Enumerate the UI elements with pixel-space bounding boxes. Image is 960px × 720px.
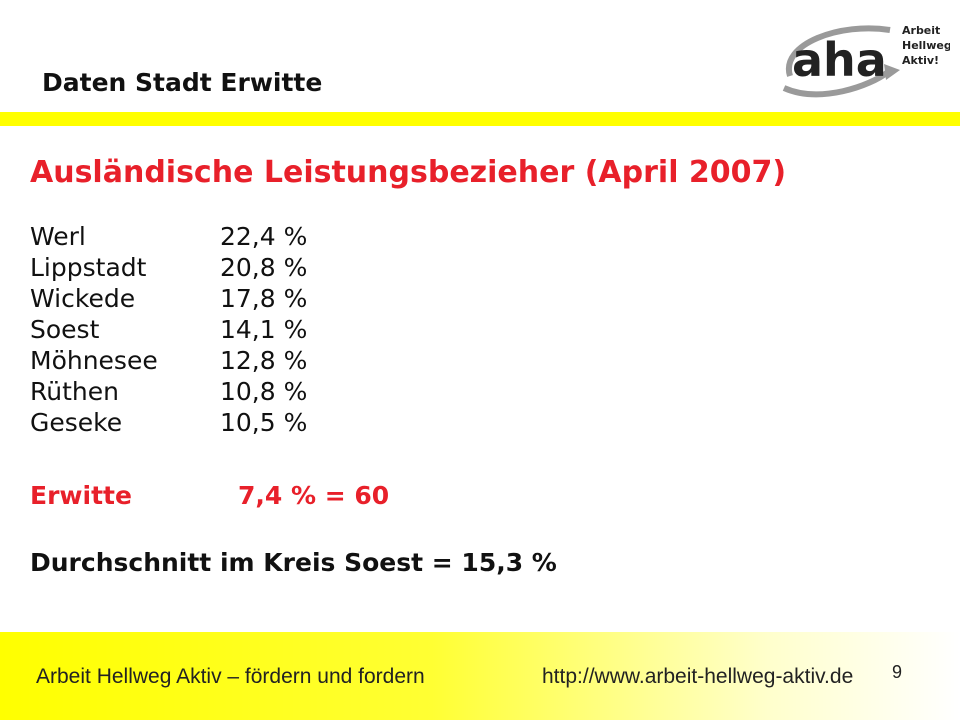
footer-url-link[interactable]: http://www.arbeit-hellweg-aktiv.de — [542, 665, 854, 688]
header-accent-bar — [0, 112, 960, 126]
city-value: 22,4 % — [220, 222, 308, 251]
logo-tagline-3: Aktiv! — [902, 54, 939, 67]
city-value: 10,5 % — [220, 408, 308, 437]
aha-logo-icon: aha Arbeit Hellweg Aktiv! — [782, 24, 950, 98]
average-statement: Durchschnitt im Kreis Soest = 15,3 % — [30, 548, 557, 577]
footer-bar — [0, 632, 960, 720]
logo-mark: aha — [792, 33, 887, 87]
page-number: 9 — [892, 662, 903, 682]
city-value: 20,8 % — [220, 253, 308, 282]
highlight-city: Erwitte — [30, 481, 132, 510]
city-name: Wickede — [30, 284, 136, 313]
footer-slogan: Arbeit Hellweg Aktiv – fördern und forde… — [36, 665, 425, 688]
city-value: 14,1 % — [220, 315, 308, 344]
city-name: Rüthen — [30, 377, 119, 406]
city-name: Werl — [30, 222, 86, 251]
city-name: Lippstadt — [30, 253, 147, 282]
logo-tagline-2: Hellweg — [902, 39, 950, 52]
city-value: 17,8 % — [220, 284, 308, 313]
aha-logo: aha Arbeit Hellweg Aktiv! — [770, 14, 950, 110]
logo-tagline-1: Arbeit — [902, 24, 940, 37]
city-name: Möhnesee — [30, 346, 158, 375]
page-header-title: Daten Stadt Erwitte — [42, 68, 323, 97]
slide-title: Ausländische Leistungsbezieher (April 20… — [30, 155, 787, 190]
city-name: Soest — [30, 315, 100, 344]
city-value: 12,8 % — [220, 346, 308, 375]
city-name: Geseke — [30, 408, 123, 437]
city-value: 10,8 % — [220, 377, 308, 406]
highlight-value: 7,4 % = 60 — [238, 481, 390, 510]
